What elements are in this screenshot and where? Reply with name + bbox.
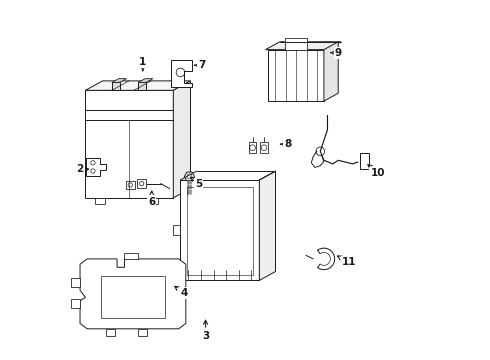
Polygon shape bbox=[248, 142, 256, 153]
Polygon shape bbox=[124, 253, 138, 259]
Polygon shape bbox=[112, 79, 126, 82]
Polygon shape bbox=[180, 180, 259, 280]
Text: 6: 6 bbox=[148, 191, 155, 207]
Polygon shape bbox=[259, 171, 275, 280]
Polygon shape bbox=[95, 198, 105, 204]
Polygon shape bbox=[187, 187, 253, 275]
Polygon shape bbox=[85, 90, 173, 198]
Polygon shape bbox=[324, 42, 338, 101]
Text: 11: 11 bbox=[338, 256, 356, 267]
Polygon shape bbox=[137, 179, 146, 188]
Text: 2: 2 bbox=[76, 164, 89, 174]
Polygon shape bbox=[266, 42, 341, 50]
Polygon shape bbox=[106, 329, 116, 336]
Polygon shape bbox=[147, 198, 158, 204]
Text: 3: 3 bbox=[202, 320, 209, 341]
Polygon shape bbox=[126, 181, 135, 189]
Polygon shape bbox=[80, 259, 186, 329]
Polygon shape bbox=[138, 329, 147, 336]
Text: 5: 5 bbox=[190, 177, 202, 189]
Polygon shape bbox=[86, 158, 105, 176]
Polygon shape bbox=[184, 172, 195, 181]
Polygon shape bbox=[173, 81, 191, 198]
Polygon shape bbox=[173, 225, 180, 235]
Text: 8: 8 bbox=[281, 139, 292, 149]
Polygon shape bbox=[260, 142, 268, 153]
Polygon shape bbox=[285, 39, 307, 50]
Text: 1: 1 bbox=[139, 57, 147, 71]
Text: 4: 4 bbox=[175, 286, 188, 298]
Polygon shape bbox=[172, 60, 192, 87]
Polygon shape bbox=[101, 276, 165, 318]
Text: 9: 9 bbox=[331, 48, 342, 58]
Polygon shape bbox=[71, 300, 80, 308]
Text: 10: 10 bbox=[368, 165, 385, 178]
Polygon shape bbox=[138, 79, 153, 82]
Polygon shape bbox=[360, 153, 368, 169]
Text: 7: 7 bbox=[195, 60, 206, 70]
Polygon shape bbox=[71, 279, 80, 287]
Polygon shape bbox=[112, 82, 120, 90]
Polygon shape bbox=[269, 50, 324, 101]
Polygon shape bbox=[138, 82, 146, 90]
Polygon shape bbox=[85, 81, 191, 90]
